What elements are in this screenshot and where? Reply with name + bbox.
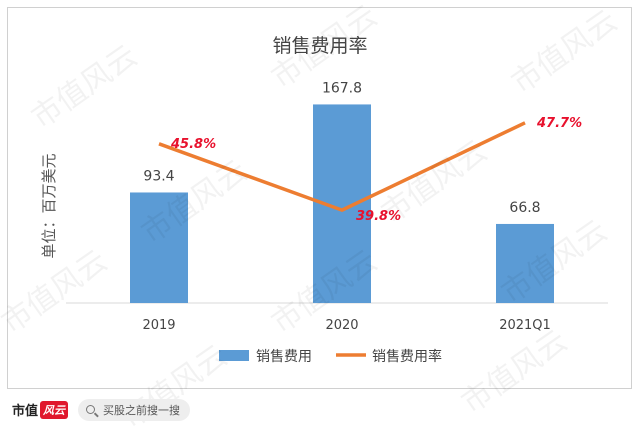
bar-2021Q1: [496, 223, 554, 303]
bar-label-2020: 167.8: [322, 80, 362, 96]
bar-label-2019: 93.4: [143, 168, 174, 184]
x-tick-2021Q1: 2021Q1: [499, 318, 551, 333]
bar-label-2021Q1: 66.8: [509, 200, 540, 216]
x-tick-2020: 2020: [325, 318, 358, 333]
bar-2019: [130, 192, 188, 303]
search-icon: [86, 405, 96, 414]
x-tick-2019: 2019: [142, 318, 175, 333]
legend-label-bar: 销售费用: [256, 349, 312, 365]
footer-bar: 市值 风云 买股之前搜一搜: [0, 392, 641, 427]
search-pill[interactable]: 买股之前搜一搜: [78, 398, 191, 421]
y-axis-label: 单位：百万美元: [40, 153, 58, 258]
rate-line: [158, 121, 526, 212]
chart-title: 销售费用率: [272, 35, 367, 57]
brand-name: 市值: [12, 404, 39, 419]
legend-label-line: 销售费用率: [372, 348, 442, 365]
chart-frame: 销售费用率 单位：百万美元 93.4 167.8 66.8 45.8% 39.8% 47…: [7, 7, 632, 389]
legend-swatch-bar: [219, 350, 249, 361]
chart-svg: 销售费用率 单位：百万美元 93.4 167.8 66.8 45.8% 39.8% 47…: [40, 35, 608, 365]
rate-label-2020: 39.8%: [356, 209, 401, 224]
search-text: 买股之前搜一搜: [103, 403, 181, 417]
brand-logo[interactable]: 市值 风云: [12, 400, 69, 419]
brand-mark: 风云: [40, 400, 69, 419]
legend: 销售费用 销售费用率: [219, 348, 442, 365]
rate-label-2021Q1: 47.7%: [536, 116, 582, 131]
rate-label-2019: 45.8%: [170, 137, 216, 152]
